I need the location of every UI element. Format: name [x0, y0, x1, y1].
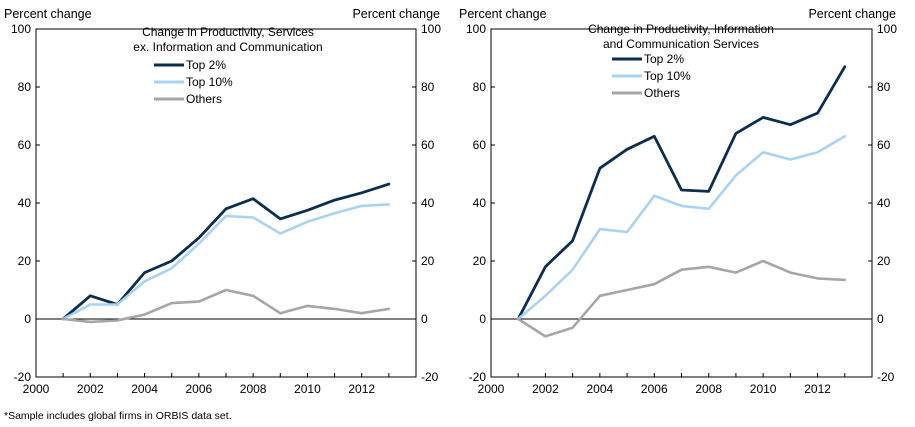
x-tick-label: 2004 — [131, 382, 158, 396]
x-tick-label: 2010 — [294, 382, 321, 396]
y-tick-label-right: 80 — [877, 80, 891, 94]
x-tick-label: 2004 — [587, 382, 614, 396]
legend-label: Others — [186, 92, 222, 106]
x-tick-label: 2006 — [641, 382, 668, 396]
chart-title-line: ex. Information and Communication — [133, 40, 322, 54]
y-axis-title-right: Percent change — [808, 7, 896, 21]
y-tick-label-left: -20 — [469, 370, 487, 384]
y-tick-label-right: 20 — [877, 254, 891, 268]
legend-label: Top 2% — [644, 52, 684, 66]
x-tick-label: 2008 — [695, 382, 722, 396]
y-tick-label-right: 0 — [421, 312, 428, 326]
y-tick-label-right: 20 — [421, 254, 435, 268]
y-axis-title-right: Percent change — [352, 7, 440, 21]
footnote: *Sample includes global firms in ORBIS d… — [4, 410, 232, 422]
y-tick-label-right: 80 — [421, 80, 435, 94]
chart-panel-1: -20 -20 0 0 20 20 40 40 60 60 80 80 100 100 2000 2002 20… — [4, 7, 441, 396]
series-line-others — [516, 259, 847, 338]
chart-panel-2: -20 -20 0 0 20 20 40 40 60 60 80 80 100 100 2000 2002 20… — [459, 7, 897, 396]
y-tick-label-left: 40 — [18, 196, 32, 210]
y-tick-label-left: -20 — [14, 370, 32, 384]
y-tick-label-left: 0 — [479, 312, 486, 326]
x-tick-label: 2000 — [478, 382, 505, 396]
legend-label: Top 2% — [186, 58, 226, 72]
series-line-top-2- — [61, 182, 391, 321]
y-tick-label-right: 40 — [877, 196, 891, 210]
x-tick-label: 2008 — [240, 382, 267, 396]
x-tick-label: 2012 — [348, 382, 375, 396]
legend-label: Others — [644, 86, 680, 100]
x-tick-label: 2002 — [532, 382, 559, 396]
y-tick-label-right: 0 — [877, 312, 884, 326]
legend-label: Top 10% — [186, 75, 233, 89]
series-line-top-10- — [516, 135, 847, 321]
y-tick-label-left: 20 — [18, 254, 32, 268]
y-axis-title-left: Percent change — [459, 7, 547, 21]
x-tick-label: 2000 — [23, 382, 50, 396]
y-tick-label-right: -20 — [421, 370, 439, 384]
y-tick-label-left: 100 — [11, 22, 31, 36]
series-line-top-2- — [516, 65, 847, 321]
chart-title-line: Change in Productivity, Services — [142, 25, 314, 39]
y-tick-label-right: 40 — [421, 196, 435, 210]
y-tick-label-left: 60 — [18, 138, 32, 152]
series-line-others — [61, 288, 391, 324]
y-axis-title-left: Percent change — [4, 7, 92, 21]
y-tick-label-left: 40 — [473, 196, 487, 210]
x-tick-label: 2012 — [804, 382, 831, 396]
y-tick-label-left: 60 — [473, 138, 487, 152]
y-tick-label-right: -20 — [877, 370, 895, 384]
x-tick-label: 2006 — [186, 382, 213, 396]
legend-label: Top 10% — [644, 69, 691, 83]
x-tick-label: 2002 — [77, 382, 104, 396]
y-tick-label-left: 100 — [466, 22, 486, 36]
x-tick-label: 2010 — [750, 382, 777, 396]
y-tick-label-right: 100 — [421, 22, 441, 36]
chart-title-line: and Communication Services — [603, 37, 759, 51]
y-tick-label-left: 80 — [473, 80, 487, 94]
chart-title-line: Change in Productivity, Information — [588, 22, 774, 36]
y-tick-label-left: 0 — [24, 312, 31, 326]
y-tick-label-left: 80 — [18, 80, 32, 94]
y-tick-label-right: 60 — [877, 138, 891, 152]
y-tick-label-left: 20 — [473, 254, 487, 268]
y-tick-label-right: 100 — [877, 22, 897, 36]
y-tick-label-right: 60 — [421, 138, 435, 152]
